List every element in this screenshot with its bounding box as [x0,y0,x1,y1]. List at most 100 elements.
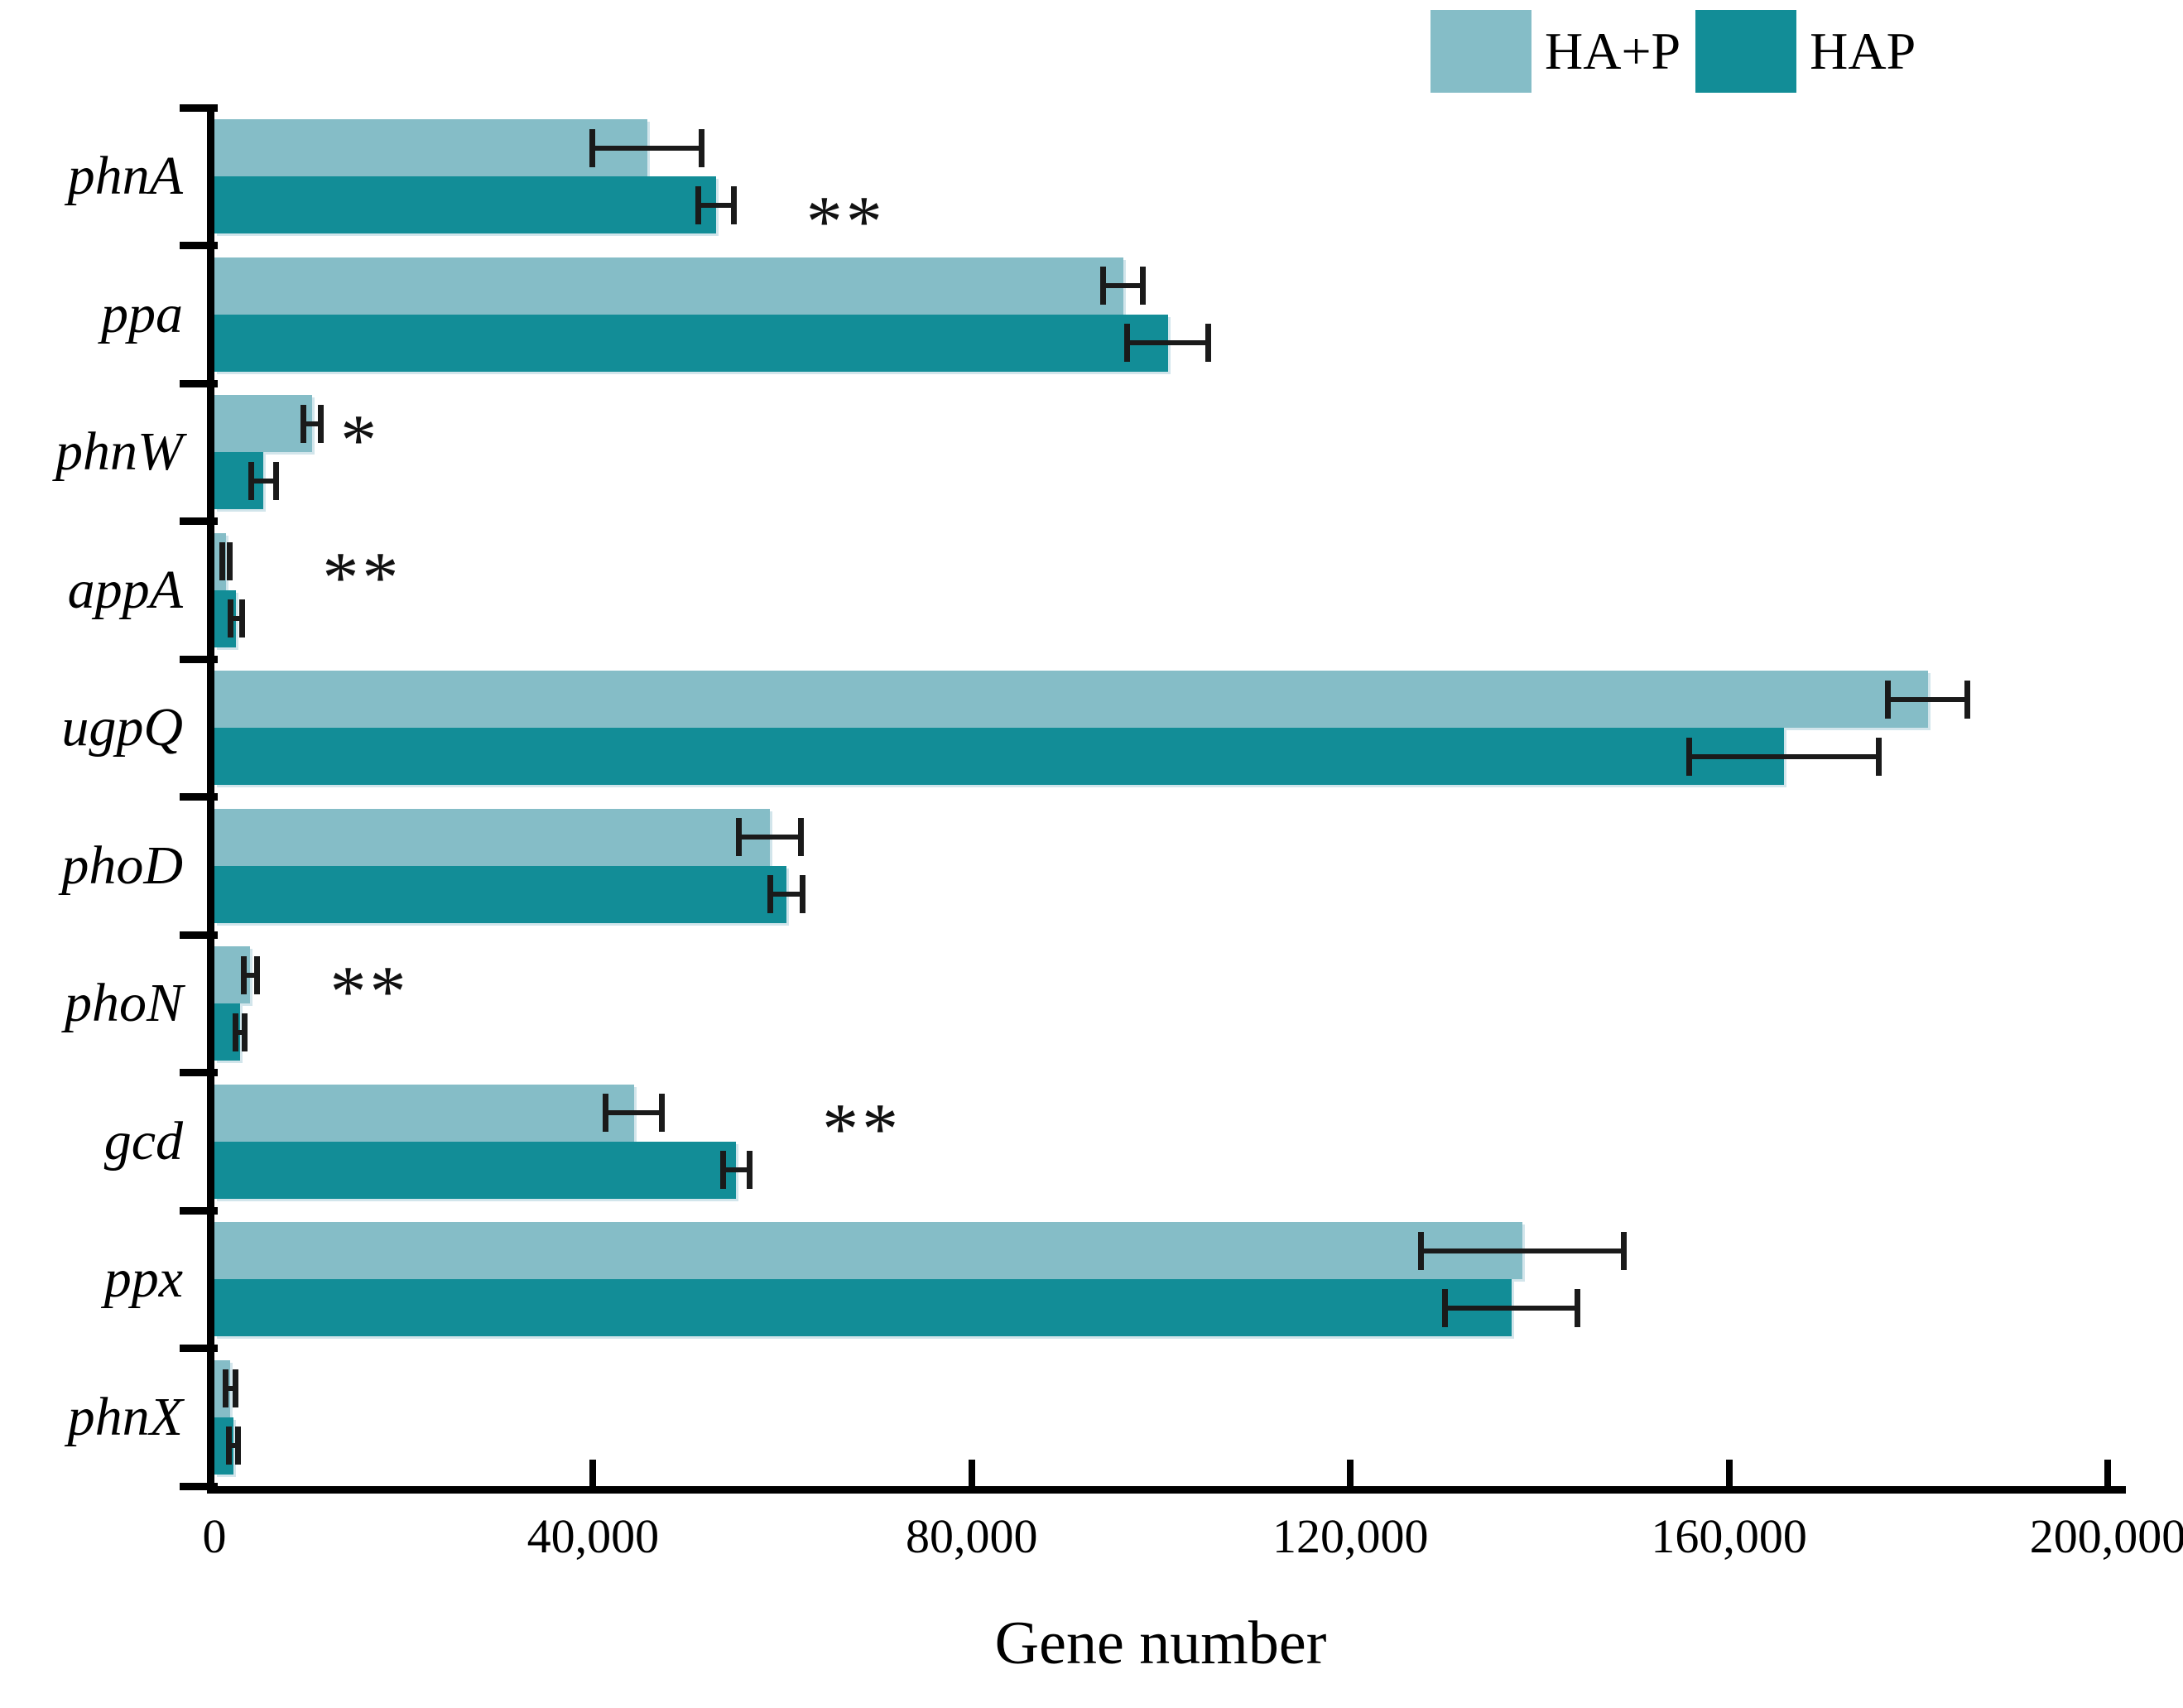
x-tick-label: 200,000 [2029,1509,2183,1563]
error-bar-cap [232,1013,238,1051]
y-axis-tick [180,103,218,112]
error-bar-line [243,972,257,978]
error-bar-cap [1964,680,1971,719]
error-bar-line [228,1443,238,1449]
x-axis-tick [1725,1460,1733,1486]
error-bar-line [770,892,803,897]
error-bar-cap [235,1427,242,1465]
legend-label-ha-plus-p: HA+P [1545,22,1681,80]
x-axis-title: Gene number [994,1609,1327,1677]
error-bar-cap [695,185,701,224]
significance-marker: ** [322,512,401,615]
x-axis-tick [589,1460,597,1486]
error-bar-cap [1123,324,1130,363]
error-bar-line [605,1110,662,1116]
error-bar-line [235,1029,245,1035]
error-bar-line [230,616,243,622]
bar-HA+P-ppx [214,1222,1523,1280]
y-axis-label: phoD [61,835,183,896]
error-bar-line [1421,1248,1624,1253]
significance-marker: ** [822,1063,902,1167]
significance-marker-text: * [340,400,381,481]
x-tick-label: 80,000 [906,1509,1038,1563]
y-axis-tick [180,655,218,663]
legend-item-ha-plus-p: HA+P [1430,10,1681,93]
error-bar-cap [735,818,742,857]
error-bar-cap [1140,267,1147,306]
error-bar-cap [232,1369,238,1408]
y-axis-tick [180,1345,218,1352]
error-bar-cap [300,404,306,443]
error-bar-cap [253,955,260,994]
error-bar-line [592,145,702,151]
bar-HAP-ppx [214,1279,1512,1337]
y-axis-tick [180,379,218,387]
error-bar-line [738,835,801,840]
error-bar-cap [602,1094,608,1133]
y-axis-label: phoN [64,973,183,1034]
error-bar-cap [238,599,245,638]
y-axis-label: gcd [103,1110,183,1172]
bar-HA+P-ppa [214,257,1123,315]
y-axis-label: ugpQ [61,697,183,758]
significance-marker: * [340,374,380,477]
error-bar-cap [589,128,595,167]
bar-HA+P-phnW [214,395,312,453]
error-bar-line [1445,1305,1578,1311]
error-bar-cap [240,955,247,994]
bar-HA+P-ugpQ [214,671,1928,729]
y-axis-label: phnA [67,146,183,207]
y-axis-tick [180,517,218,525]
error-bar-cap [659,1094,666,1133]
error-bar-cap [799,875,805,914]
significance-marker-text: ** [805,181,886,262]
bar-HA+P-phnA [214,119,647,177]
bar-HAP-gcd [214,1141,737,1199]
bar-HAP-phnA [214,176,717,234]
error-bar-cap [699,128,705,167]
error-bar-line [251,478,276,484]
error-bar-cap [767,875,773,914]
error-bar-cap [317,404,324,443]
bar-HAP-phoD [214,865,786,923]
error-bar-cap [1621,1231,1628,1270]
legend: HA+P HAP [1430,10,1916,93]
error-bar-line [1127,340,1209,346]
error-bar-cap [1885,680,1892,719]
error-bar-cap [219,542,225,581]
significance-marker-text: ** [329,951,410,1032]
error-bar-line [1103,283,1143,289]
error-bar-line [1887,696,1968,702]
y-axis-tick [180,1482,218,1490]
error-bar-cap [1205,324,1212,363]
x-axis-tick [1347,1460,1354,1486]
y-axis-tick [180,242,218,249]
error-bar-cap [226,542,233,581]
x-axis-line [207,1486,2126,1494]
legend-item-hap: HAP [1695,10,1916,93]
y-axis-tick [180,1206,218,1215]
y-axis-tick [180,1069,218,1076]
y-axis-label: phnW [55,421,183,483]
legend-swatch-hap [1695,10,1797,93]
error-bar-cap [731,185,738,224]
x-tick-label: 160,000 [1651,1509,1807,1563]
y-axis-tick [180,931,218,939]
error-bar-cap [227,599,233,638]
bar-HAP-ugpQ [214,728,1784,786]
x-tick-label: 0 [202,1509,227,1563]
bar-HAP-ppa [214,314,1168,372]
y-axis-label: phnX [67,1386,183,1447]
significance-marker: ** [806,156,886,258]
error-bar-line [1689,753,1879,759]
error-bar-cap [248,461,255,500]
error-bar-cap [272,461,279,500]
error-bar-cap [719,1151,726,1190]
y-axis-tick [180,793,218,801]
error-bar-cap [223,1369,229,1408]
y-axis-label: appA [67,559,183,620]
x-tick-label: 120,000 [1272,1509,1429,1563]
y-axis-line [207,108,214,1494]
